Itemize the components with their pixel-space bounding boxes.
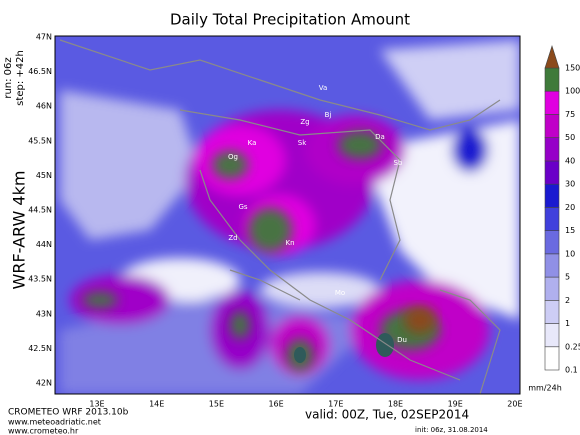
colorbar-label: 20	[565, 203, 575, 212]
place-label: Mo	[335, 289, 345, 297]
colorbar-label: 75	[565, 110, 575, 119]
colorbar-label: 10	[565, 249, 575, 258]
lon-label: 13E	[89, 400, 104, 409]
site: www.crometeo.hr	[8, 427, 79, 435]
colorbar-arrow	[544, 45, 560, 69]
colorbar-box	[544, 346, 560, 371]
lat-label: 43N	[36, 309, 52, 318]
credit: CROMETEO WRF 2013.10b	[8, 408, 129, 418]
lat-label: 42.5N	[28, 344, 52, 353]
precip-field	[55, 36, 520, 394]
colorbar-box	[544, 90, 560, 115]
lat-label: 47N	[36, 33, 52, 42]
place-label: Zg	[300, 118, 309, 126]
lat-label: 44N	[36, 240, 52, 249]
lon-label: 18E	[388, 400, 403, 409]
colorbar-label: 15	[565, 226, 575, 235]
place-label: Gs	[238, 203, 247, 211]
colorbar-box	[544, 300, 560, 324]
map-frame	[54, 35, 521, 395]
place-label: Kn	[285, 239, 294, 247]
colorbar-label: 100	[565, 87, 580, 96]
colorbar-box	[544, 323, 560, 348]
lon-label: 14E	[149, 400, 164, 409]
lat-label: 43.5N	[28, 275, 52, 284]
lat-label: 46.5N	[28, 67, 52, 76]
site: www.meteoadriatic.net	[8, 418, 101, 427]
place-label: Bj	[325, 111, 332, 119]
lon-label: 19E	[448, 400, 463, 409]
colorbar-box	[544, 160, 560, 185]
colorbar-label: 40	[565, 156, 575, 165]
run-label: run: 06z	[3, 57, 14, 98]
colorbar-box	[544, 183, 560, 208]
step-label: step: +42h	[15, 50, 26, 106]
lon-label: 15E	[209, 400, 224, 409]
place-label: Sb	[394, 159, 403, 167]
colorbar-box	[544, 137, 560, 162]
place-label: Sk	[298, 139, 307, 147]
lat-label: 45N	[36, 171, 52, 180]
place-label: Ka	[248, 139, 257, 147]
colorbar-box	[544, 230, 560, 255]
lon-label: 16E	[268, 400, 283, 409]
lat-label: 45.5N	[28, 136, 52, 145]
place-label: Va	[319, 84, 328, 92]
place-label: Da	[375, 133, 385, 141]
valid-time: valid: 00Z, Tue, 02SEP2014	[305, 408, 469, 422]
place-label: Og	[228, 153, 238, 161]
colorbar-box	[544, 276, 560, 301]
colorbar-label: 2	[565, 296, 570, 305]
colorbar-box	[544, 114, 560, 138]
colorbar-label: 1	[565, 319, 570, 328]
lat-label: 44.5N	[28, 206, 52, 215]
colorbar-label: 5	[565, 273, 570, 282]
colorbar-box	[544, 207, 560, 231]
lat-label: 46N	[36, 102, 52, 111]
colorbar-box	[544, 67, 560, 92]
lon-label: 20E	[507, 400, 522, 409]
colorbar-label: 50	[565, 133, 575, 142]
colorbar-box	[544, 253, 560, 278]
init-time: init: 06z, 31.08.2014	[415, 426, 488, 434]
title: Daily Total Precipitation Amount	[170, 11, 410, 29]
place-label: Zd	[228, 234, 237, 242]
colorbar-label: 0.25	[565, 342, 580, 351]
colorbar-label: 0.1	[565, 366, 578, 375]
model-label: WRF-ARW 4km	[10, 171, 29, 290]
lat-label: 42N	[36, 379, 52, 388]
lon-label: 17E	[328, 400, 343, 409]
unit: mm/24h	[528, 384, 562, 393]
colorbar-label: 150	[565, 64, 580, 73]
colorbar-label: 30	[565, 180, 575, 189]
place-label: Du	[397, 336, 407, 344]
